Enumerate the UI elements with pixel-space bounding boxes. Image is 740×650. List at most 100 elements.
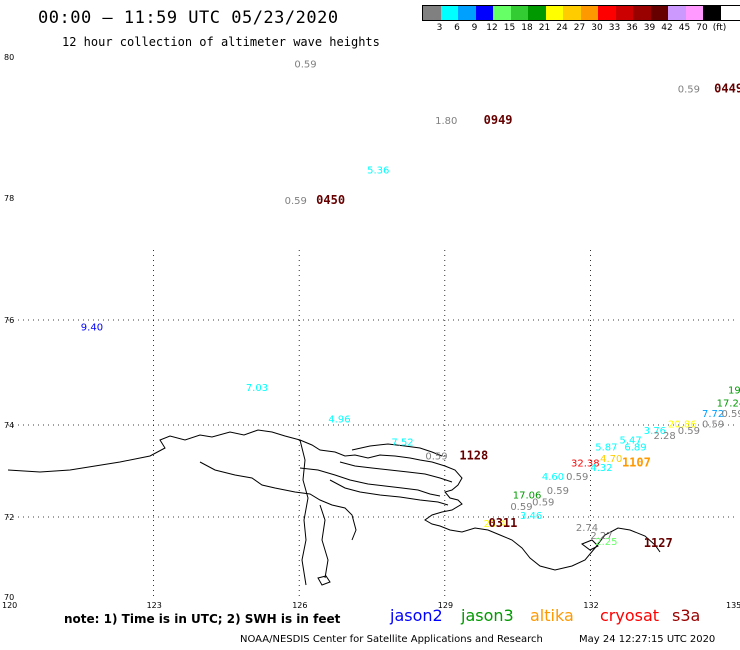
wave-height-label: 19 xyxy=(728,386,740,397)
lon-label: 129 xyxy=(438,601,453,610)
wave-height-label: 4.96 xyxy=(328,414,350,425)
wave-height-label: 17.24 xyxy=(717,399,740,410)
lon-label: 126 xyxy=(292,601,307,610)
wave-height-label: 3.76 xyxy=(644,426,666,437)
lat-label: 74 xyxy=(4,421,14,430)
wave-height-label: 0.59 xyxy=(425,452,447,463)
legend-swatch xyxy=(458,6,476,20)
pass-time-label: 0449 xyxy=(714,81,740,95)
coastline-island-1 xyxy=(317,575,331,586)
legend-swatch xyxy=(668,6,686,20)
coastline-river-2 xyxy=(319,504,329,579)
legend-swatch xyxy=(703,6,721,20)
wave-height-label: 0.59 xyxy=(702,419,724,430)
pass-time-label: 1128 xyxy=(459,449,488,463)
wave-height-label: 7.03 xyxy=(246,383,268,394)
legend-swatch xyxy=(563,6,581,20)
legend-sat-jason3: jason3 xyxy=(461,606,514,625)
observations-layer: 0.590.591.805.360.599.407.034.967.520.59… xyxy=(81,60,740,550)
legend-swatch xyxy=(633,6,651,20)
legend-label: (ft) xyxy=(712,23,727,33)
legend-swatches xyxy=(422,5,740,21)
coastline-inland-4 xyxy=(339,461,453,483)
legend-swatch xyxy=(685,6,703,20)
lon-label: 135 xyxy=(726,601,740,610)
legend-sat-cryosat: cryosat xyxy=(600,606,660,625)
legend-swatch xyxy=(493,6,511,20)
wave-height-label: 0.59 xyxy=(285,196,307,207)
pass-time-label: 1127 xyxy=(644,536,673,550)
legend-swatch xyxy=(423,6,441,20)
lat-label: 76 xyxy=(4,316,14,325)
lat-label: 70 xyxy=(4,593,14,602)
pass-time-label: 1107 xyxy=(622,455,651,469)
coastline-river-1 xyxy=(299,439,309,586)
wave-height-label: 4.60 xyxy=(542,472,564,483)
legend-swatch xyxy=(440,6,458,20)
lon-label: 123 xyxy=(147,601,162,610)
legend-labels: 3 6 9 12 15 18 21 24 27 30 33 36 39 42 45 70 (ft) xyxy=(422,21,740,35)
coastline xyxy=(7,429,661,586)
legend-swatch xyxy=(475,6,493,20)
wave-height-label: 9.40 xyxy=(81,323,103,334)
wave-height-label: 1.80 xyxy=(435,116,457,127)
map-title: 00:00 – 11:59 UTC 05/23/2020 xyxy=(38,8,339,28)
wave-height-label: 2.28 xyxy=(653,431,675,442)
legend-label: 3 xyxy=(436,23,443,33)
wave-height-label: 0.59 xyxy=(721,409,740,420)
footer-note: note: 1) Time is in UTC; 2) SWH is in fe… xyxy=(64,612,341,626)
legend-sat-jason2: jason2 xyxy=(390,606,443,625)
coastline-mainland xyxy=(7,429,661,571)
legend-label: 42 xyxy=(661,23,673,33)
lon-label: 120 xyxy=(2,601,17,610)
wave-height-label: 0.59 xyxy=(532,498,554,509)
wave-height-label: 17.06 xyxy=(513,491,542,502)
legend-label: 18 xyxy=(521,23,533,33)
lat-label: 72 xyxy=(4,513,14,522)
legend-label: 45 xyxy=(678,23,691,33)
wave-height-label: 0.59 xyxy=(510,502,532,513)
legend-label: 24 xyxy=(556,23,568,33)
wave-height-label: 5.36 xyxy=(367,165,389,176)
legend-swatch xyxy=(650,6,668,20)
legend-swatch xyxy=(545,6,563,20)
legend-label: 15 xyxy=(503,23,516,33)
wave-height-label: 6.89 xyxy=(624,442,646,453)
coastline-inland-2 xyxy=(299,467,441,497)
legend-label: 6 xyxy=(454,23,460,33)
wave-height-label: 5.87 xyxy=(595,442,617,453)
wave-height-label: 7.72 xyxy=(702,409,724,420)
wave-height-label: 7.52 xyxy=(391,438,413,449)
wave-height-label: 4.32 xyxy=(590,463,612,474)
legend-swatch xyxy=(615,6,633,20)
legend-label: 70 xyxy=(696,23,708,33)
wave-height-label: 0.59 xyxy=(566,472,588,483)
map-subtitle: 12 hour collection of altimeter wave hei… xyxy=(62,35,380,49)
coastline-island-2 xyxy=(580,539,599,551)
pass-time-label: 0450 xyxy=(316,193,345,207)
legend-swatch xyxy=(510,6,528,20)
coastline-inland-3 xyxy=(329,479,449,506)
legend-sat-s3a: s3a xyxy=(672,606,701,625)
pass-time-label: 0949 xyxy=(484,113,513,127)
legend-label: 33 xyxy=(608,23,621,33)
legend-swatch xyxy=(598,6,616,20)
wave-height-label: 0.59 xyxy=(678,426,700,437)
wave-height-label: 5.47 xyxy=(620,435,642,446)
wave-height-label: 2.27 xyxy=(590,531,612,542)
legend-label: 30 xyxy=(591,23,603,33)
wave-height-label: 3.46 xyxy=(520,511,542,522)
wave-height-label: 25.4 xyxy=(484,519,506,530)
footer-timestamp: May 24 12:27:15 UTC 2020 xyxy=(579,634,716,645)
color-scale-legend: 3 6 9 12 15 18 21 24 27 30 33 36 39 42 45 70 (ft) xyxy=(422,5,740,35)
legend-label: 21 xyxy=(538,23,551,33)
coastline-inland-1 xyxy=(199,461,357,541)
lat-label: 80 xyxy=(4,53,14,62)
wave-height-label: 2.74 xyxy=(576,523,598,534)
wave-height-label: 0.59 xyxy=(547,486,569,497)
legend-swatch xyxy=(580,6,598,20)
legend-label: 39 xyxy=(643,23,656,33)
wave-height-label: 32.38 xyxy=(571,458,600,469)
